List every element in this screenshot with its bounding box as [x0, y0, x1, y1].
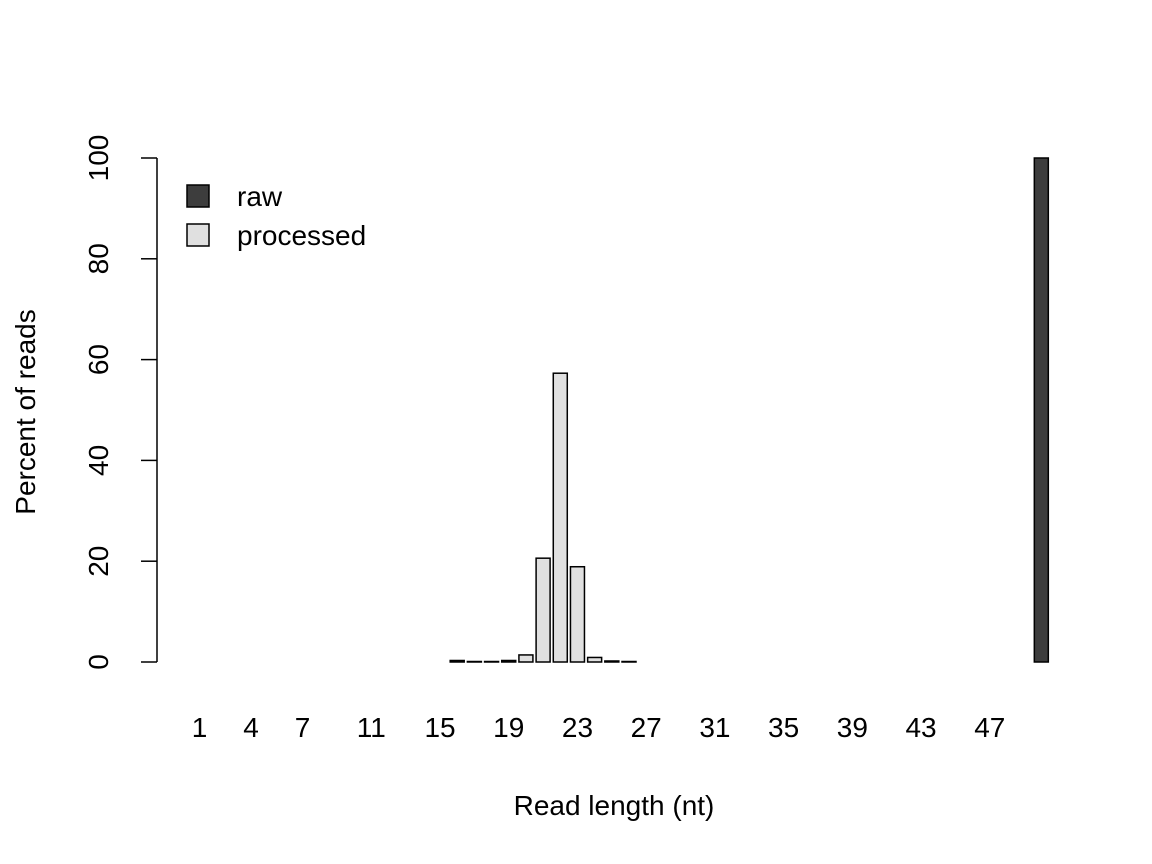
x-tick-label-27: 27: [631, 712, 662, 743]
bars: [449, 157, 1050, 663]
x-tick-label-43: 43: [905, 712, 936, 743]
legend-swatch-processed: [186, 223, 210, 247]
bar-processed-19: [500, 659, 517, 663]
y-tick-label-80: 80: [83, 243, 114, 274]
y-tick-label-0: 0: [83, 654, 114, 670]
bar-processed-17: [466, 660, 483, 663]
x-tick-label-31: 31: [699, 712, 730, 743]
bar-processed-25: [604, 660, 620, 663]
x-tick-label-23: 23: [562, 712, 593, 743]
x-tick-labels: 1 4 7 11 15 19 23 27 31 35 39 43 47: [192, 712, 1006, 743]
y-tick-label-20: 20: [83, 546, 114, 577]
x-axis-label: Read length (nt): [514, 790, 715, 821]
bar-raw-50: [1033, 157, 1050, 663]
legend-label-raw: raw: [237, 181, 283, 212]
bar-processed-24: [586, 656, 603, 663]
y-axis-label: Percent of reads: [10, 309, 41, 514]
bar-processed-26: [621, 660, 637, 663]
x-tick-label-1: 1: [192, 712, 208, 743]
legend-label-processed: processed: [237, 220, 366, 251]
x-tick-label-47: 47: [974, 712, 1005, 743]
y-tick-label-40: 40: [83, 445, 114, 476]
y-axis: 0 20 40 60 80 100: [83, 135, 158, 670]
bar-processed-16: [449, 659, 465, 663]
x-tick-label-35: 35: [768, 712, 799, 743]
x-tick-label-19: 19: [493, 712, 524, 743]
bar-processed-23: [569, 565, 586, 663]
legend-swatch-raw: [186, 184, 210, 208]
bar-processed-22: [552, 372, 569, 663]
x-tick-label-11: 11: [357, 712, 386, 743]
x-tick-label-15: 15: [424, 712, 455, 743]
x-tick-label-7: 7: [295, 712, 311, 743]
x-tick-label-4: 4: [243, 712, 259, 743]
bar-processed-21: [535, 557, 551, 663]
y-tick-label-60: 60: [83, 344, 114, 375]
x-tick-label-39: 39: [837, 712, 868, 743]
bar-processed-18: [483, 660, 500, 663]
y-tick-label-100: 100: [83, 135, 114, 182]
bar-processed-20: [518, 654, 534, 663]
legend: raw processed: [186, 181, 366, 251]
